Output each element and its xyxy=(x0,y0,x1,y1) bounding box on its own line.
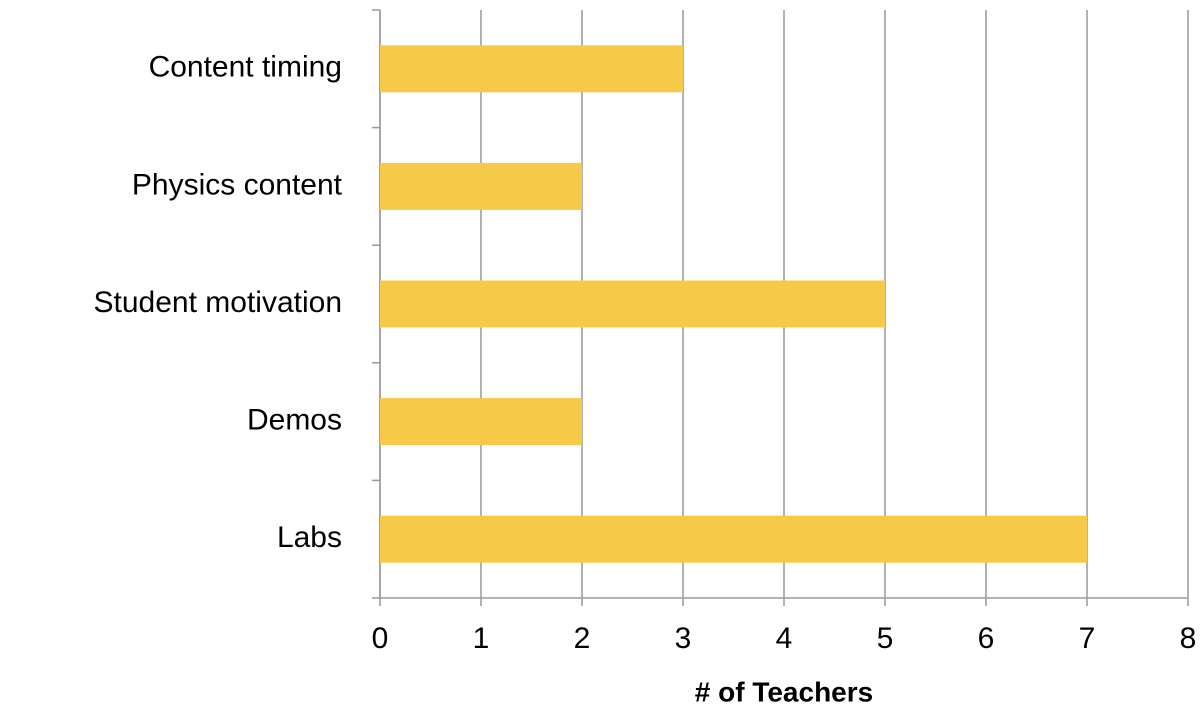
y-tick-label: Student motivation xyxy=(94,286,342,319)
x-tick-label: 2 xyxy=(574,622,591,655)
y-tick-label: Content timing xyxy=(149,51,342,84)
x-tick-label: 0 xyxy=(372,622,389,655)
bar xyxy=(380,45,683,93)
y-tick-label: Physics content xyxy=(132,168,343,201)
y-tick-label: Labs xyxy=(277,521,342,554)
bar xyxy=(380,398,582,446)
x-tick-label: 6 xyxy=(978,622,995,655)
bar xyxy=(380,162,582,210)
x-tick-label: 3 xyxy=(675,622,692,655)
y-tick-label: Demos xyxy=(247,404,342,437)
bar xyxy=(380,280,885,328)
x-tick-label: 7 xyxy=(1079,622,1096,655)
x-tick-label: 5 xyxy=(877,622,894,655)
x-tick-label: 8 xyxy=(1180,622,1197,655)
x-tick-label: 1 xyxy=(473,622,490,655)
bar xyxy=(380,515,1087,563)
x-tick-label: 4 xyxy=(776,622,793,655)
x-axis-title: # of Teachers xyxy=(695,676,873,707)
